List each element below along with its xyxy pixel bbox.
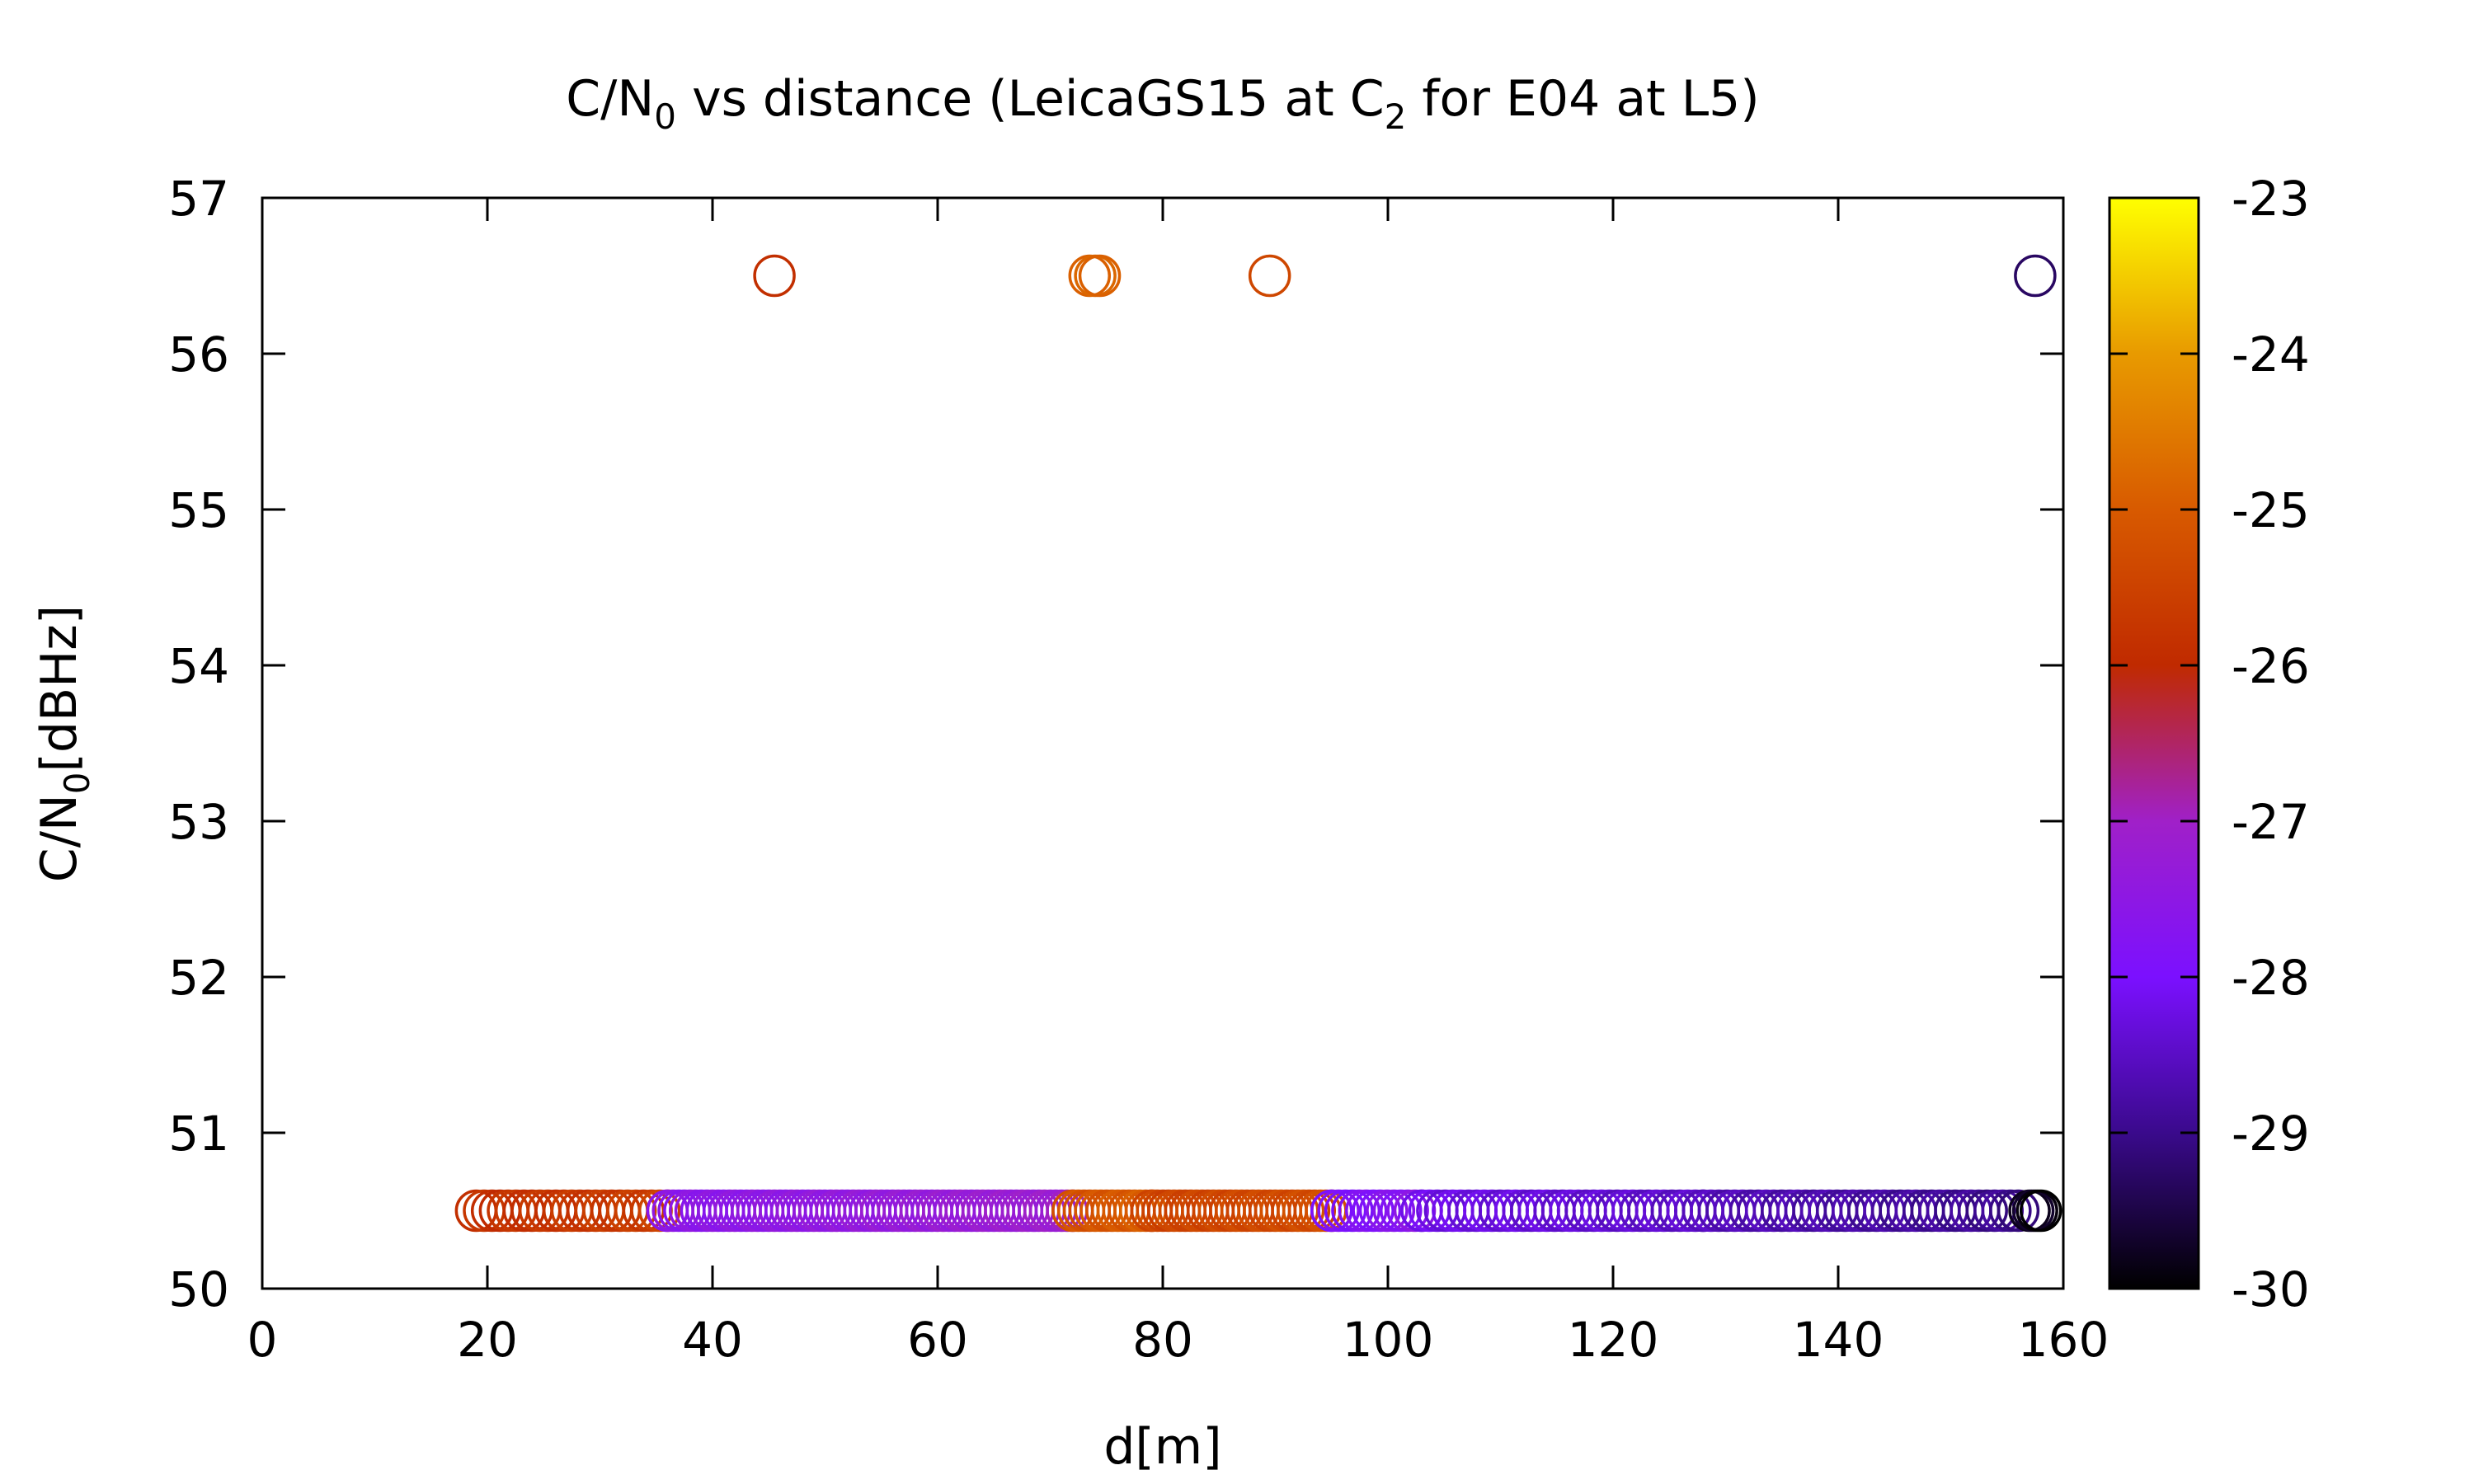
y-axis-label: C/N0[dBHz] xyxy=(31,605,97,882)
x-tick-label: 80 xyxy=(1132,1312,1193,1368)
colorbar-tick-label: -26 xyxy=(2232,638,2310,694)
y-tick-label: 50 xyxy=(168,1261,229,1317)
x-tick-label: 60 xyxy=(907,1312,968,1368)
y-tick-label: 56 xyxy=(168,326,229,383)
colorbar-tick-label: -23 xyxy=(2232,171,2310,227)
y-tick-label: 53 xyxy=(168,794,229,850)
data-point xyxy=(614,1189,657,1233)
y-tick-label: 54 xyxy=(168,638,229,694)
x-tick-label: 160 xyxy=(2018,1312,2109,1368)
data-points xyxy=(454,254,2062,1233)
data-point xyxy=(637,1189,681,1233)
x-tick-label: 0 xyxy=(247,1312,278,1368)
data-point xyxy=(1078,254,1122,298)
x-tick-label: 20 xyxy=(457,1312,518,1368)
x-tick-label: 140 xyxy=(1793,1312,1884,1368)
colorbar-tick-label: -28 xyxy=(2232,950,2310,1006)
y-tick-label: 57 xyxy=(168,171,229,227)
x-axis-label: d[m] xyxy=(1103,1418,1221,1476)
x-tick-label: 100 xyxy=(1343,1312,1434,1368)
data-point xyxy=(2019,1189,2062,1233)
data-point xyxy=(1997,1189,2040,1233)
x-tick-label: 120 xyxy=(1568,1312,1659,1368)
x-tick-label: 40 xyxy=(682,1312,743,1368)
y-axis-ticks: 50 51 52 53 54 55 56 57 xyxy=(168,171,2063,1317)
colorbar xyxy=(2108,196,2200,1290)
colorbar-tick-label: -25 xyxy=(2232,482,2310,538)
chart-title: C/N0 vs distance (LeicaGS15 at C2 for E0… xyxy=(566,70,1759,137)
colorbar-ticks: -30 -29 -28 -27 -26 -25 -24 -23 xyxy=(2109,171,2310,1317)
x-axis-ticks: 0 20 40 60 80 100 120 140 160 xyxy=(247,198,2109,1368)
colorbar-tick-label: -27 xyxy=(2232,794,2310,850)
y-tick-label: 55 xyxy=(168,482,229,538)
plot-area-frame xyxy=(261,196,2065,1290)
y-tick-label: 52 xyxy=(168,950,229,1006)
colorbar-tick-label: -29 xyxy=(2232,1106,2310,1162)
colorbar-tick-label: -30 xyxy=(2232,1261,2310,1317)
data-point xyxy=(1965,1189,2008,1233)
data-point xyxy=(2014,254,2057,298)
data-point xyxy=(753,254,796,298)
data-point xyxy=(1989,1189,2032,1233)
data-point xyxy=(1248,254,1291,298)
colorbar-tick-label: -24 xyxy=(2232,326,2310,383)
y-tick-label: 51 xyxy=(168,1106,229,1162)
